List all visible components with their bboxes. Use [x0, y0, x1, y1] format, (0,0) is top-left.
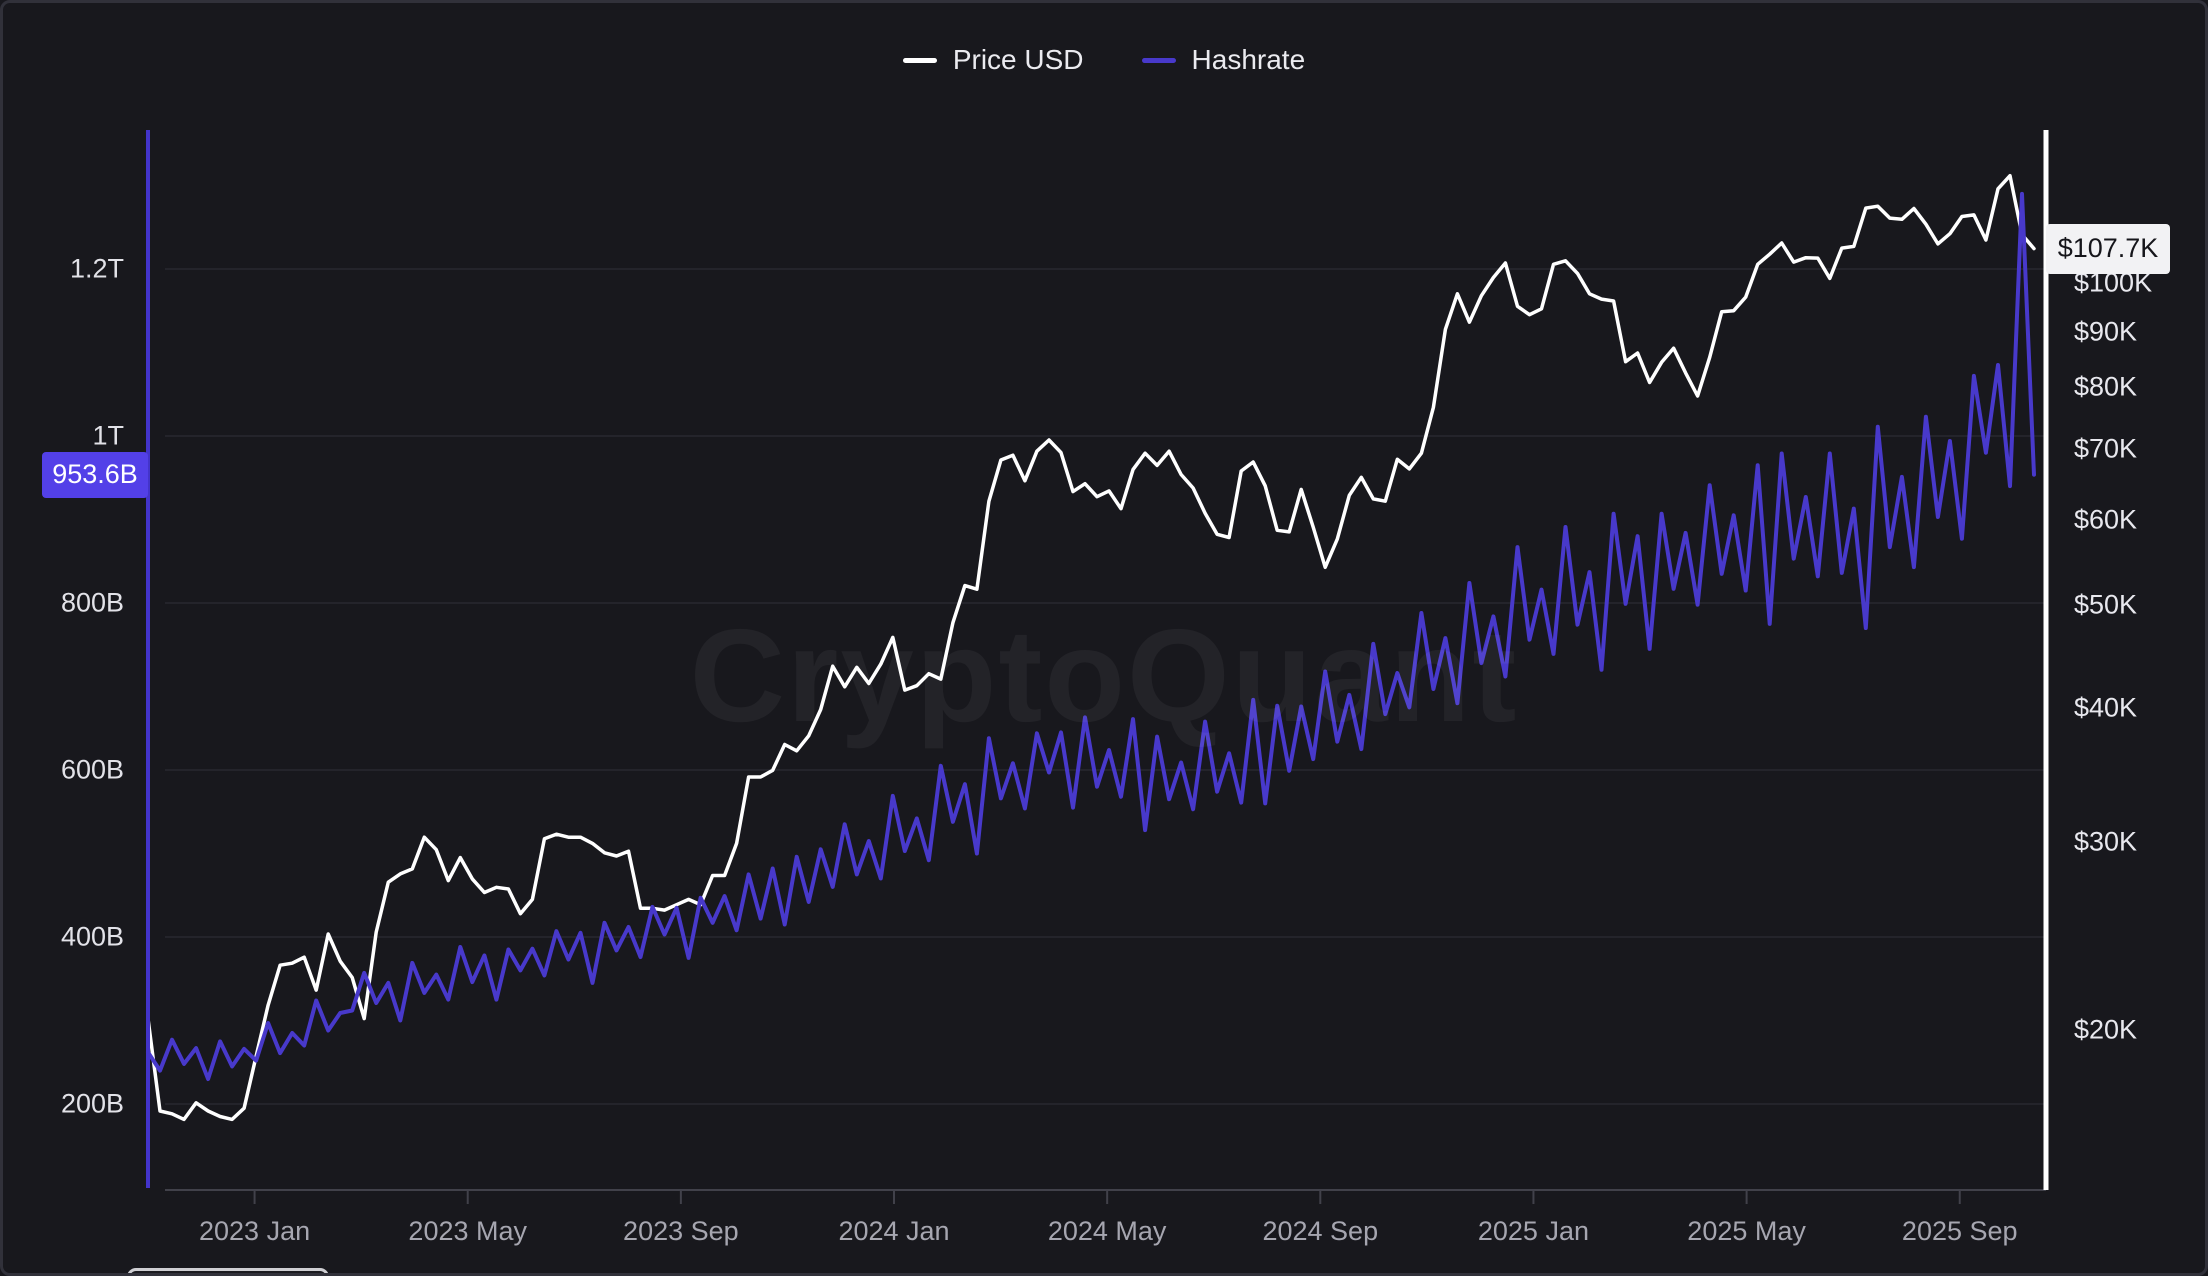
right-axis-label: $40K	[2074, 692, 2138, 723]
legend-hashrate-label: Hashrate	[1191, 44, 1306, 75]
left-axis-label: 1.2T	[69, 253, 124, 284]
x-axis-label: 2023 May	[408, 1216, 527, 1246]
legend-item-hashrate[interactable]: Hashrate	[1141, 44, 1306, 76]
right-axis-label: $70K	[2074, 433, 2138, 464]
hashrate-line	[146, 191, 2036, 1081]
x-axis-label: 2024 May	[1047, 1216, 1167, 1246]
left-axis-label: 200B	[60, 1088, 124, 1119]
price-line	[146, 173, 2036, 1122]
left-axis-label: 1T	[92, 420, 124, 451]
legend-item-price[interactable]: Price USD	[902, 44, 1084, 76]
x-axis-label: 2025 Sep	[1901, 1216, 2018, 1246]
left-axis-label: 400B	[60, 921, 124, 952]
x-axis-label: 2024 Sep	[1262, 1216, 1379, 1246]
x-axis-label: 2025 Jan	[1477, 1216, 1589, 1246]
x-axis-label: 2023 Jan	[199, 1216, 311, 1246]
right-axis-label: $50K	[2074, 589, 2138, 620]
hashrate-line-swatch-icon	[1141, 57, 1176, 63]
x-axis-label: 2023 Sep	[623, 1216, 739, 1246]
left-axis-label: 600B	[60, 754, 124, 785]
right-axis-label: $60K	[2074, 504, 2138, 535]
right-axis-label: $30K	[2074, 826, 2138, 857]
price-current-value-badge: $107.7K	[2046, 223, 2170, 274]
left-axis-label: 800B	[60, 587, 124, 618]
x-axis-label: 2024 Jan	[838, 1216, 950, 1246]
chart-legend: Price USD Hashrate	[0, 44, 2208, 76]
hashrate-current-value-badge: 953.6B	[42, 451, 148, 498]
right-axis-label: $90K	[2074, 316, 2138, 347]
right-axis-label: $80K	[2074, 371, 2138, 402]
bottom-left-partial-control[interactable]	[127, 1268, 329, 1276]
legend-price-label: Price USD	[952, 44, 1084, 75]
x-axis-label: 2025 May	[1687, 1216, 1806, 1246]
right-axis-label: $20K	[2074, 1014, 2138, 1045]
price-line-swatch-icon	[902, 57, 937, 63]
